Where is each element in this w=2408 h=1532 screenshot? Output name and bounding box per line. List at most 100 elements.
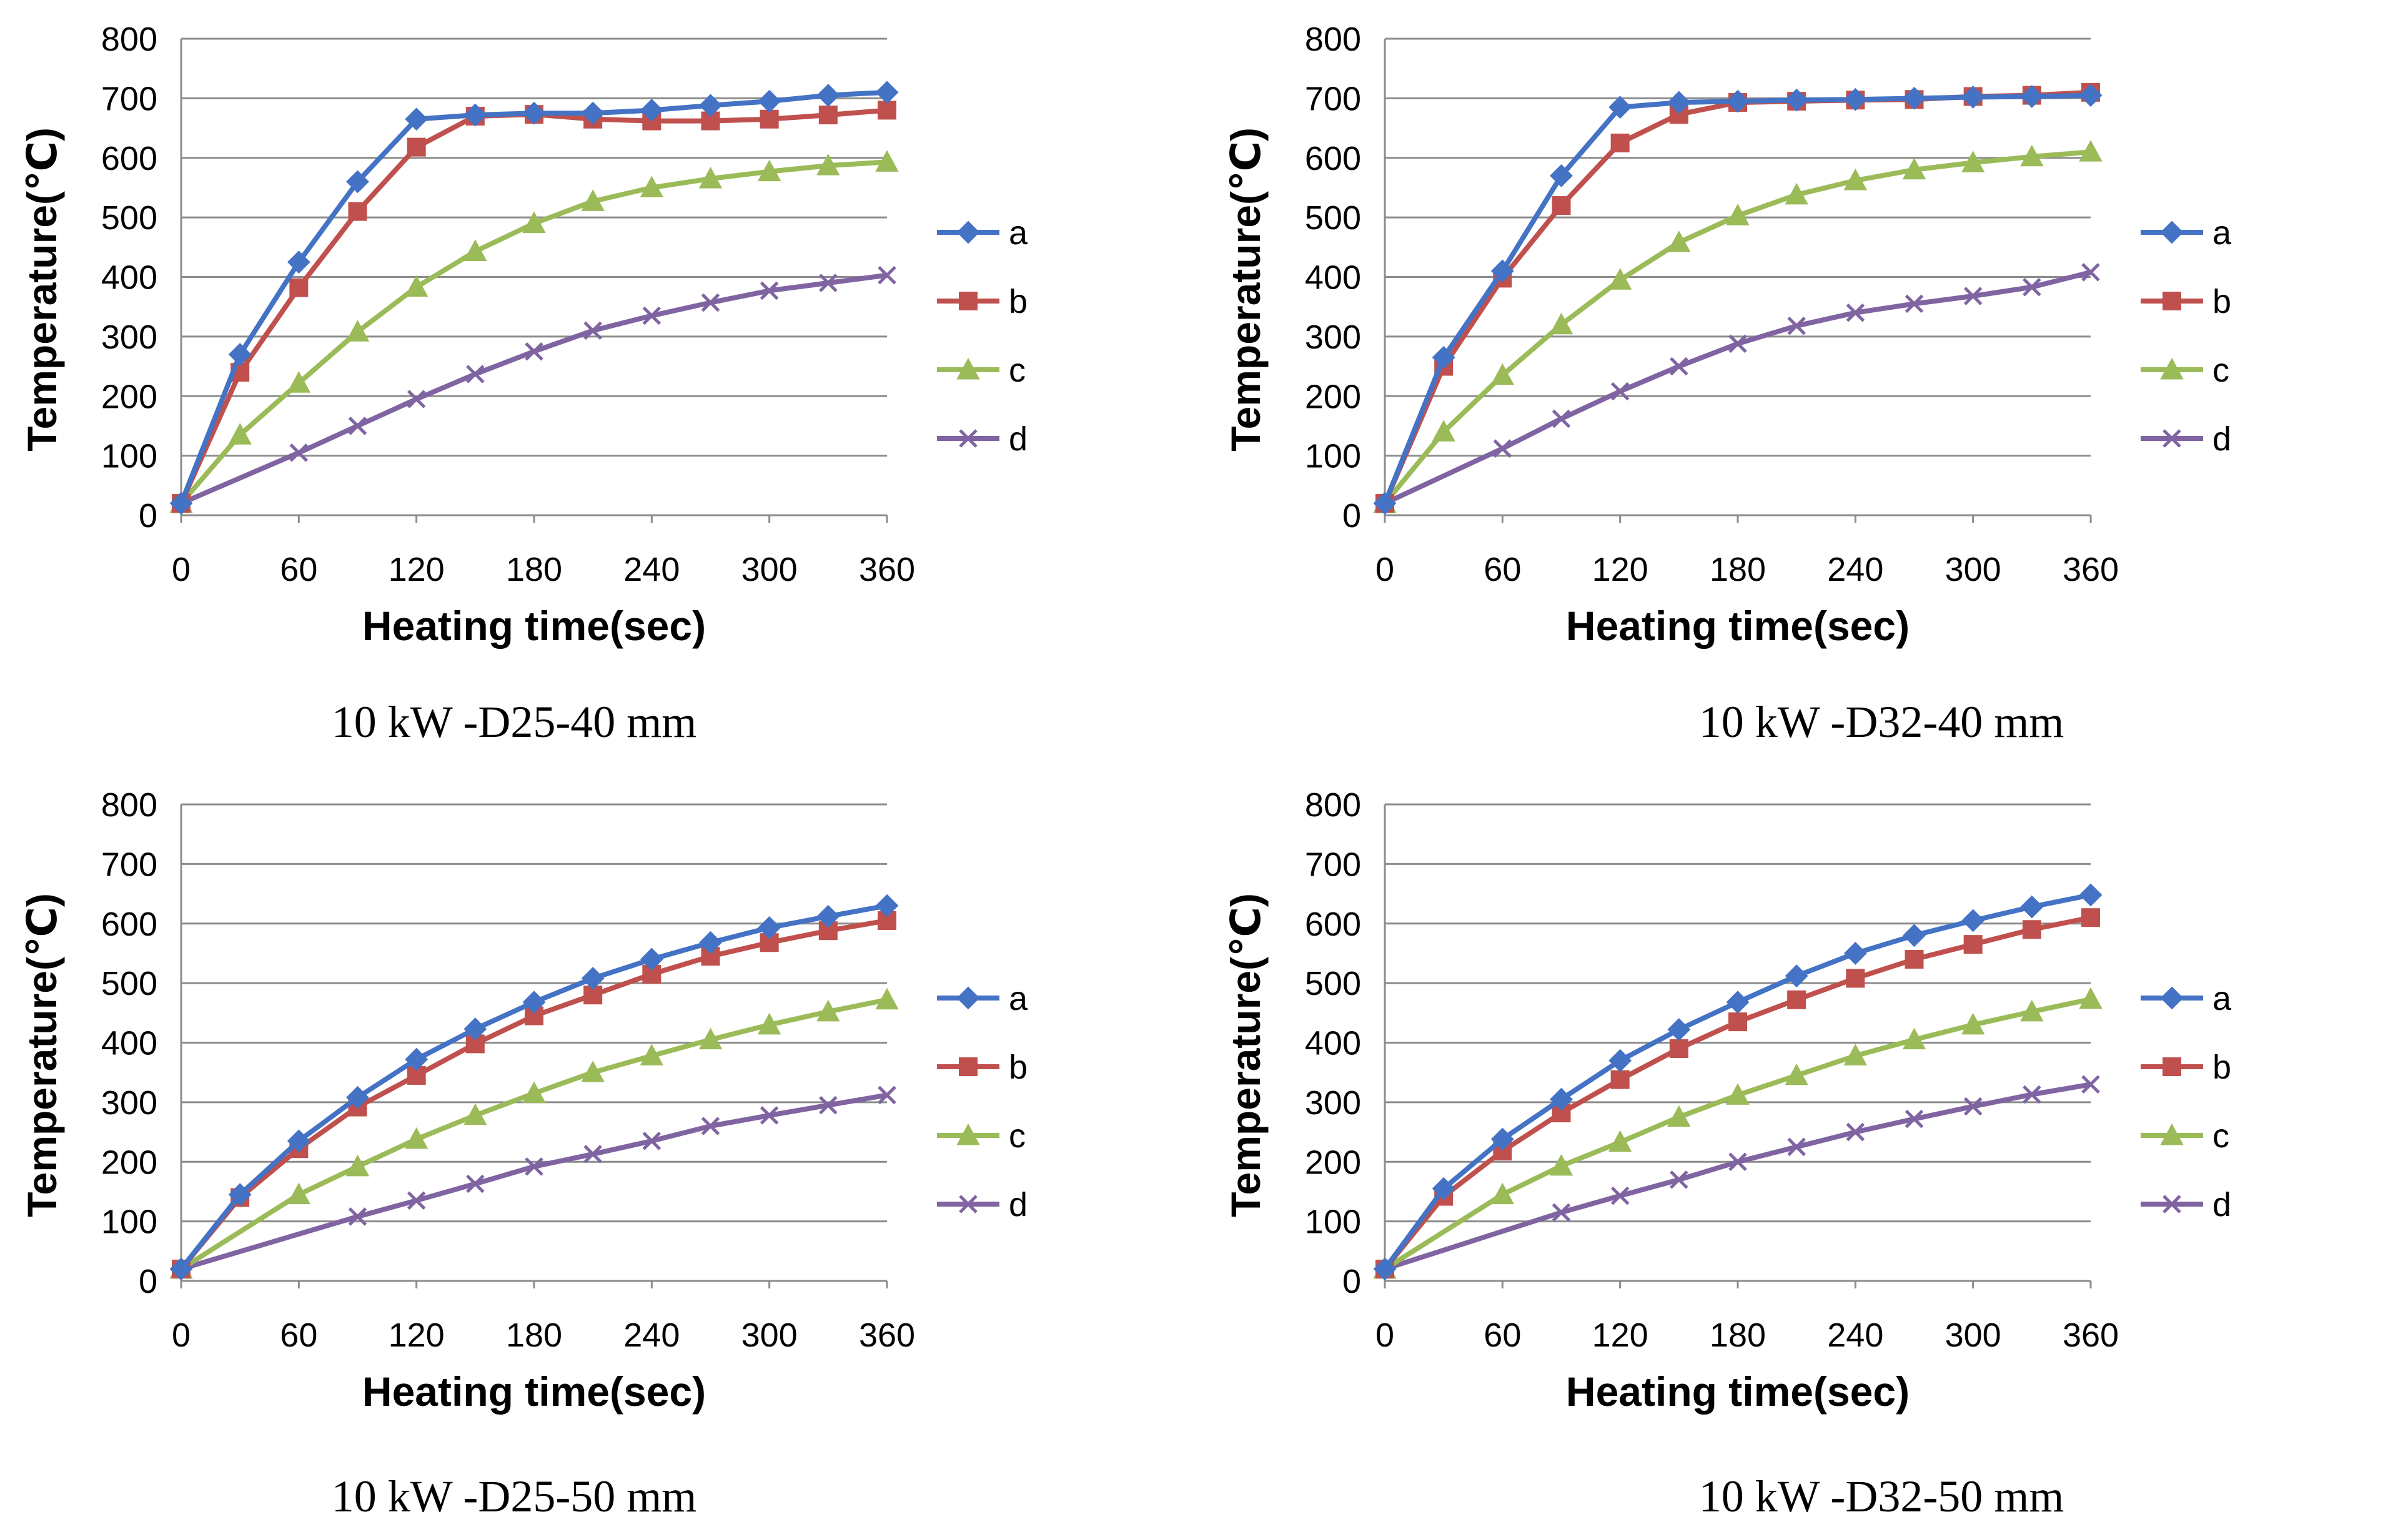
y-tick-label: 100 <box>101 1203 157 1241</box>
legend-label-b: b <box>2212 283 2231 320</box>
series-b-point <box>760 109 779 129</box>
x-tick-label: 180 <box>1710 551 1766 588</box>
series-d-point <box>1670 357 1688 376</box>
series-c-point <box>287 371 311 393</box>
series-a-point <box>1490 1127 1514 1151</box>
x-tick-label: 240 <box>1827 551 1883 588</box>
series-b-point <box>1728 1012 1747 1032</box>
series-d-point <box>819 1095 838 1115</box>
series-b-point <box>2022 920 2041 939</box>
series-a-point <box>2020 85 2044 108</box>
series-a-point <box>1785 88 1808 112</box>
series-c-point <box>698 167 723 189</box>
series-c-point <box>345 1154 370 1177</box>
series-c-point <box>2020 144 2044 167</box>
y-tick-label: 600 <box>101 906 157 943</box>
series-b-point <box>1610 1070 1630 1089</box>
series-d-point <box>2081 1075 2100 1094</box>
series-c-point <box>1961 1012 1985 1035</box>
series-a-point <box>1785 964 1808 988</box>
series-line-c <box>1383 996 2091 1272</box>
legend-label-b: b <box>1009 1049 1028 1086</box>
y-tick-label: 200 <box>101 378 157 415</box>
x-tick-label: 60 <box>280 1317 317 1354</box>
y-tick-label: 300 <box>101 319 157 356</box>
x-tick-label: 0 <box>172 1317 191 1354</box>
series-d-point <box>1670 1170 1688 1189</box>
series-d-point <box>1728 1152 1747 1172</box>
series-d-point <box>878 1085 896 1105</box>
y-tick-label: 800 <box>101 786 157 824</box>
x-axis-title: Heating time(sec) <box>1566 1368 1910 1415</box>
series-c-point <box>404 1127 429 1149</box>
series-c-point <box>640 1044 664 1065</box>
series-line-b <box>1382 89 2091 505</box>
series-c-point <box>287 1182 311 1205</box>
legend-marker-c <box>956 1123 980 1145</box>
x-tick-label: 0 <box>1375 551 1394 588</box>
series-d-point <box>642 306 661 325</box>
series-a-point <box>287 1129 310 1153</box>
series-a-point <box>640 99 663 122</box>
series-c-point <box>1490 363 1515 385</box>
series-c-point <box>1490 1182 1515 1205</box>
x-tick-label: 360 <box>2063 1317 2119 1354</box>
series-d-point <box>878 265 896 285</box>
series-d-point <box>407 1191 426 1210</box>
series-b-point <box>818 106 838 125</box>
series-a-point <box>287 250 310 274</box>
y-axis-title: Temperature(℃) <box>1222 127 1269 452</box>
x-tick-label: 240 <box>1827 1317 1883 1354</box>
legend-marker-b <box>2163 292 2181 310</box>
y-tick-label: 500 <box>101 965 157 1002</box>
y-tick-label: 0 <box>1342 1263 1361 1300</box>
y-tick-label: 400 <box>101 1025 157 1062</box>
series-d-point <box>1963 287 1983 305</box>
series-a-point <box>1490 259 1514 283</box>
legend-label-a: a <box>2212 980 2232 1017</box>
series-d-point <box>1846 303 1865 322</box>
x-tick-label: 360 <box>2063 551 2119 588</box>
series-a-point <box>581 101 605 125</box>
y-tick-label: 600 <box>1305 906 1361 943</box>
legend-marker-d <box>959 1195 978 1213</box>
series-d-point <box>1963 1097 1983 1116</box>
series-c-point <box>1726 204 1750 225</box>
legend-label-c: c <box>2212 1117 2229 1155</box>
series-a-point <box>346 1085 369 1109</box>
chart-caption-d25-50mm: 10 kW -D25-50 mm <box>331 1471 697 1521</box>
legend-label-a: a <box>1009 980 1028 1017</box>
series-a-point <box>1726 991 1750 1014</box>
series-d-point <box>701 293 720 312</box>
series-a-point <box>346 170 369 194</box>
series-d-point <box>1552 409 1571 428</box>
series-b-point <box>1905 949 1924 969</box>
series-c-point <box>875 150 899 172</box>
series-c-point <box>1843 168 1868 190</box>
series-c-point <box>463 239 487 261</box>
series-d-point <box>1493 439 1512 458</box>
series-b-point <box>878 101 896 120</box>
legend-label-c: c <box>1009 352 1026 389</box>
series-d-point <box>525 342 543 361</box>
y-tick-label: 800 <box>1305 21 1361 58</box>
x-tick-label: 60 <box>280 551 317 588</box>
chart-panel-d32-50mm: 0 100 200 300 400 500 600 700 800 0 60 120 180 240 300… <box>1222 786 2232 1415</box>
series-d-point <box>1787 1137 1806 1157</box>
x-tick-label: 240 <box>623 1317 680 1354</box>
legend-marker-a <box>956 986 980 1010</box>
series-a-point <box>1432 1177 1455 1200</box>
series-d-point <box>1905 1109 1924 1129</box>
series-d-point <box>1610 382 1630 401</box>
legend-marker-d <box>959 429 978 448</box>
x-tick-label: 120 <box>1592 1317 1648 1354</box>
series-a-point <box>405 107 429 131</box>
y-tick-label: 600 <box>1305 140 1361 177</box>
y-tick-label: 400 <box>1305 1025 1361 1062</box>
y-tick-label: 100 <box>101 438 157 475</box>
y-tick-label: 600 <box>101 140 157 177</box>
x-tick-label: 120 <box>389 551 445 588</box>
y-tick-label: 100 <box>1305 1203 1361 1241</box>
series-line-d <box>1384 270 2091 506</box>
series-b-point <box>1669 1039 1688 1059</box>
